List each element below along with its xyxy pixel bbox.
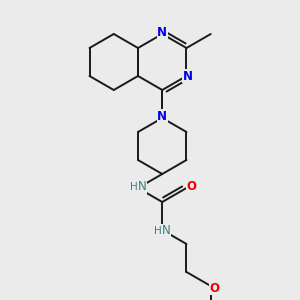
Text: N: N (157, 26, 167, 38)
Text: N: N (162, 224, 171, 238)
Text: H: H (130, 182, 138, 192)
Text: H: H (154, 226, 162, 236)
Text: N: N (138, 181, 146, 194)
Text: N: N (157, 110, 167, 122)
Text: N: N (182, 70, 193, 83)
Text: O: O (187, 179, 196, 193)
Text: O: O (210, 281, 220, 295)
